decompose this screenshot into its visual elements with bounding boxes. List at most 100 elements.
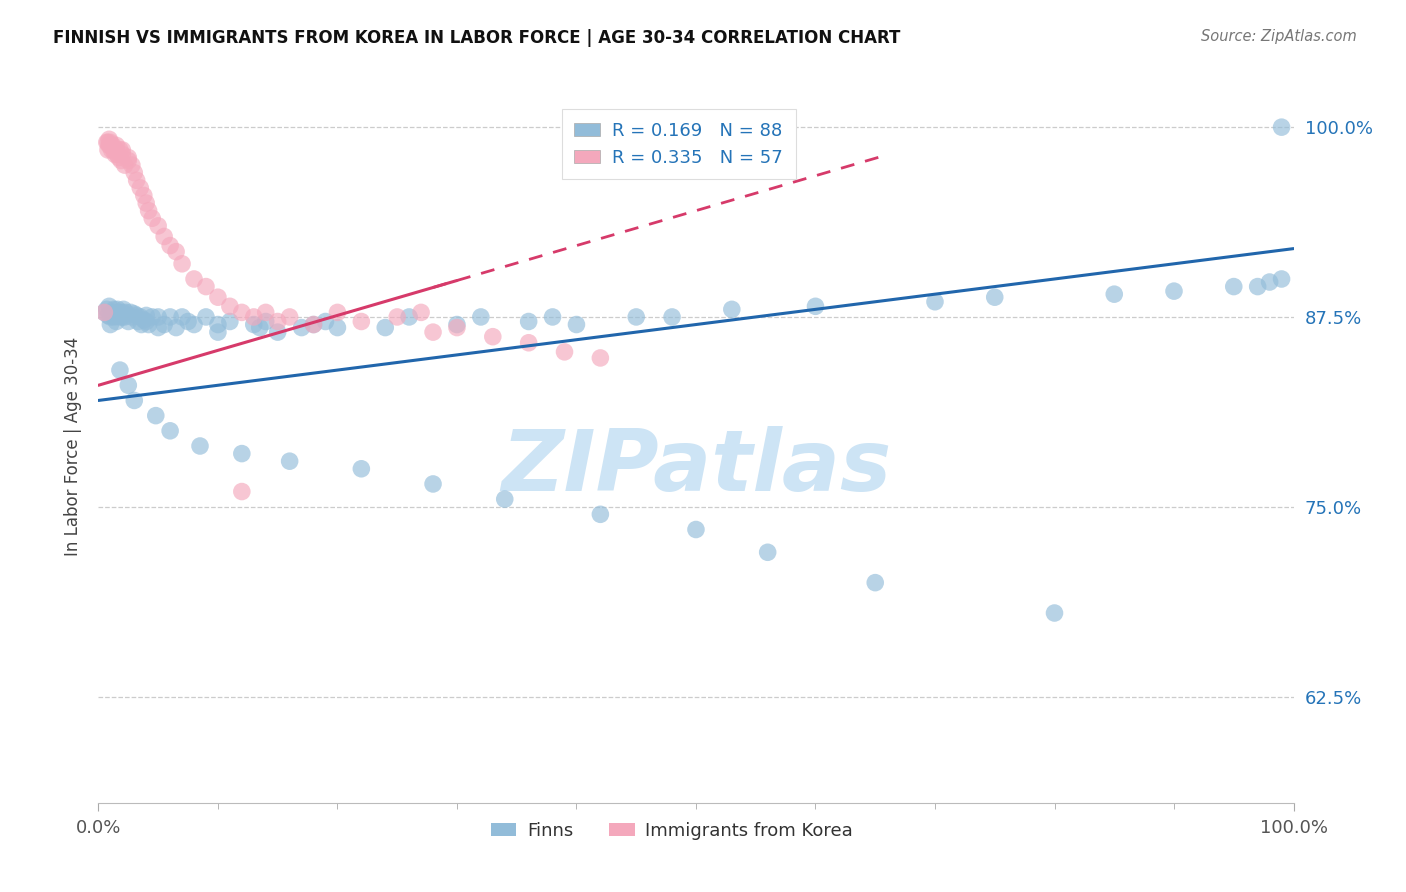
Point xyxy=(589,508,612,522)
Point xyxy=(103,143,125,157)
Point xyxy=(326,305,349,319)
Point xyxy=(183,318,205,332)
Point xyxy=(398,310,420,324)
Point xyxy=(145,409,167,423)
Point xyxy=(411,305,433,319)
Point xyxy=(96,136,118,150)
Point xyxy=(124,393,146,408)
Point xyxy=(104,147,127,161)
Point xyxy=(924,294,946,309)
Point xyxy=(110,153,132,168)
Point xyxy=(117,314,139,328)
Point xyxy=(302,318,325,332)
Point xyxy=(117,378,139,392)
Point xyxy=(481,329,505,343)
Point xyxy=(117,151,139,165)
Point xyxy=(1104,287,1126,301)
Point xyxy=(115,305,138,319)
Point xyxy=(111,305,134,319)
Point xyxy=(422,477,444,491)
Point xyxy=(374,320,396,334)
Point xyxy=(107,305,129,319)
Point xyxy=(249,320,271,334)
Point xyxy=(114,158,136,172)
Point xyxy=(141,310,163,324)
Point xyxy=(350,314,373,328)
Point xyxy=(165,244,187,259)
Point xyxy=(254,314,277,328)
Point xyxy=(865,575,887,590)
Point xyxy=(138,203,160,218)
Point xyxy=(756,545,779,559)
Point xyxy=(105,138,128,153)
Point xyxy=(195,279,218,293)
Point xyxy=(207,318,229,332)
Point xyxy=(105,314,128,328)
Point xyxy=(107,147,129,161)
Point xyxy=(291,320,314,334)
Point xyxy=(125,173,148,187)
Point xyxy=(129,181,152,195)
Point xyxy=(446,318,468,332)
Point xyxy=(541,310,564,324)
Point xyxy=(153,318,176,332)
Point xyxy=(103,302,125,317)
Point xyxy=(159,424,181,438)
Point xyxy=(267,314,290,328)
Point xyxy=(1223,279,1246,293)
Point xyxy=(148,320,170,334)
Point xyxy=(93,305,115,319)
Point xyxy=(350,462,373,476)
Point xyxy=(254,305,277,319)
Point xyxy=(278,310,301,324)
Point xyxy=(159,310,181,324)
Text: ZIPatlas: ZIPatlas xyxy=(501,425,891,509)
Point xyxy=(219,299,242,313)
Point xyxy=(626,310,648,324)
Point xyxy=(112,302,135,317)
Point xyxy=(108,143,131,157)
Point xyxy=(721,302,744,317)
Point xyxy=(141,211,163,226)
Legend: Finns, Immigrants from Korea: Finns, Immigrants from Korea xyxy=(484,815,860,847)
Point xyxy=(804,299,827,313)
Text: Source: ZipAtlas.com: Source: ZipAtlas.com xyxy=(1201,29,1357,45)
Point xyxy=(207,290,229,304)
Point xyxy=(108,363,131,377)
Point xyxy=(98,136,122,150)
Point xyxy=(100,143,122,157)
Point xyxy=(98,299,121,313)
Point xyxy=(97,136,120,150)
Point xyxy=(135,314,157,328)
Point xyxy=(93,305,115,319)
Point xyxy=(132,313,155,327)
Point xyxy=(172,310,194,324)
Point xyxy=(188,439,211,453)
Point xyxy=(177,314,200,328)
Point xyxy=(165,320,187,334)
Point xyxy=(111,310,134,324)
Point xyxy=(98,138,122,153)
Point xyxy=(120,305,142,319)
Point xyxy=(446,320,468,334)
Text: FINNISH VS IMMIGRANTS FROM KOREA IN LABOR FORCE | AGE 30-34 CORRELATION CHART: FINNISH VS IMMIGRANTS FROM KOREA IN LABO… xyxy=(53,29,901,47)
Point xyxy=(153,229,176,244)
Point xyxy=(231,305,253,319)
Point xyxy=(111,143,134,157)
Point xyxy=(243,318,266,332)
Point xyxy=(1163,284,1185,298)
Point xyxy=(107,302,129,317)
Point xyxy=(183,272,205,286)
Point xyxy=(97,309,120,323)
Point xyxy=(231,447,253,461)
Point xyxy=(114,310,136,324)
Point xyxy=(125,309,148,323)
Point xyxy=(127,314,149,328)
Point xyxy=(326,320,349,334)
Point xyxy=(422,325,444,339)
Point xyxy=(131,318,153,332)
Point xyxy=(554,344,576,359)
Point xyxy=(517,314,540,328)
Point xyxy=(135,196,157,211)
Point xyxy=(124,307,146,321)
